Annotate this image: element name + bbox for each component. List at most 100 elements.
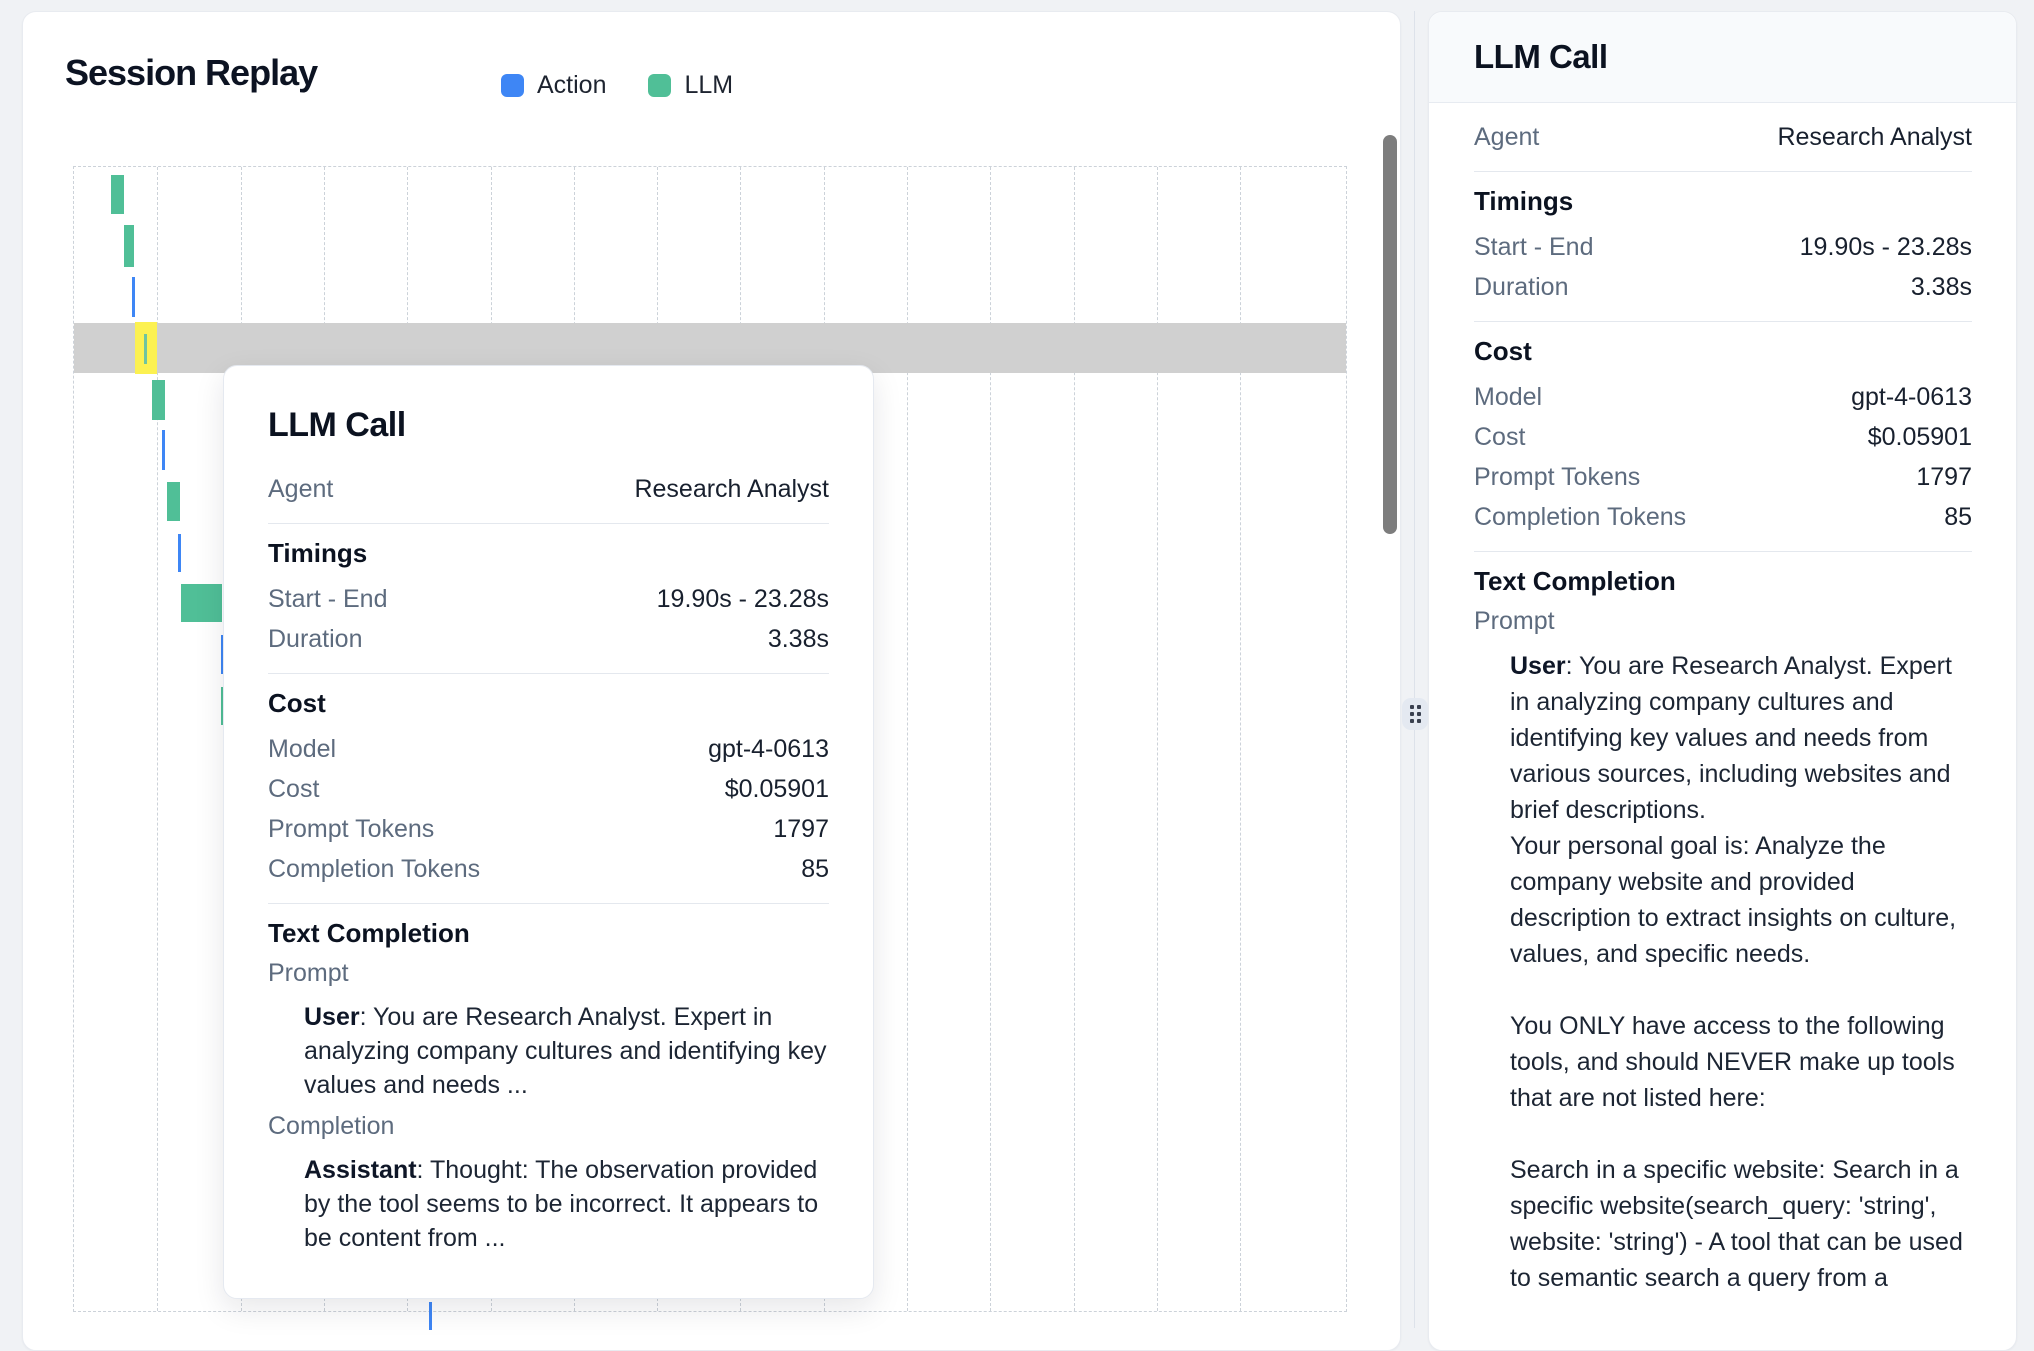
cost-row: Cost $0.05901	[1474, 417, 1972, 457]
detail-panel-header: LLM Call	[1429, 12, 2016, 103]
llm-call-tooltip: LLM Call Agent Research Analyst Timings …	[223, 365, 874, 1299]
divider	[268, 903, 829, 904]
panel-resize-handle[interactable]	[1402, 698, 1428, 730]
prompt-tokens-row: Prompt Tokens 1797	[1474, 457, 1972, 497]
agent-label: Agent	[268, 475, 334, 503]
drag-dot	[1416, 719, 1421, 723]
duration-label: Duration	[268, 625, 363, 653]
text-completion-heading: Text Completion	[1474, 566, 1676, 596]
drag-dot	[1416, 705, 1421, 709]
prompt-role: User	[304, 1003, 360, 1031]
session-timeline-chart[interactable]	[73, 166, 1347, 1330]
cost-value: $0.05901	[1867, 423, 1972, 451]
agent-value: Research Analyst	[634, 475, 829, 503]
completion-preview-text: Assistant: Thought: The observation prov…	[304, 1153, 829, 1255]
completion-tokens-value: 85	[1944, 503, 1972, 531]
event-bar-llm[interactable]	[152, 380, 165, 420]
timeline-vertical-scrollbar-thumb[interactable]	[1383, 135, 1397, 534]
session-replay-card: Session Replay Action LLM LLM Call Agent…	[22, 11, 1401, 1351]
cost-row: Cost $0.05901	[268, 769, 829, 809]
cost-label: Cost	[1474, 423, 1526, 451]
agent-value: Research Analyst	[1777, 123, 1972, 151]
event-bar-llm[interactable]	[124, 225, 134, 267]
detail-panel-body[interactable]: Agent Research Analyst Timings Start - E…	[1429, 103, 2016, 1303]
model-label: Model	[268, 735, 337, 763]
cost-label: Cost	[268, 775, 320, 803]
agent-label: Agent	[1474, 123, 1540, 151]
panel-title: LLM Call	[1474, 38, 1608, 75]
selected-row-highlight	[74, 323, 1346, 373]
divider	[268, 523, 829, 524]
drag-dots-icon	[1409, 705, 1421, 723]
completion-role: Assistant	[304, 1156, 417, 1184]
completion-text: : Thought: The observation provided by t…	[304, 1156, 819, 1252]
start-end-row: Start - End 19.90s - 23.28s	[1474, 227, 1972, 267]
divider	[268, 673, 829, 674]
completion-tokens-row: Completion Tokens 85	[268, 849, 829, 889]
text-completion-heading: Text Completion	[268, 918, 470, 948]
prompt-tokens-value: 1797	[1916, 463, 1972, 491]
prompt-label: Prompt	[1474, 607, 1555, 635]
divider	[1474, 171, 1972, 172]
legend-label-llm: LLM	[684, 71, 734, 99]
legend-item-llm[interactable]: LLM	[648, 71, 733, 100]
timeline-gridline	[1156, 167, 1158, 1311]
panel-divider-line	[1414, 11, 1415, 1328]
event-bar-action[interactable]	[178, 534, 181, 572]
cost-value: $0.05901	[724, 775, 829, 803]
start-end-label: Start - End	[268, 585, 388, 613]
model-row: Model gpt-4-0613	[268, 729, 829, 769]
tooltip-title: LLM Call	[268, 406, 406, 444]
completion-label: Completion	[268, 1112, 395, 1140]
drag-dot	[1416, 712, 1421, 716]
prompt-label: Prompt	[268, 959, 349, 987]
completion-tokens-label: Completion Tokens	[1474, 503, 1687, 531]
chart-legend: Action LLM	[501, 71, 733, 100]
duration-label: Duration	[1474, 273, 1569, 301]
timings-heading: Timings	[1474, 186, 1574, 216]
model-value: gpt-4-0613	[1851, 383, 1972, 411]
duration-row: Duration 3.38s	[1474, 267, 1972, 307]
page-title: Session Replay	[65, 52, 318, 93]
model-row: Model gpt-4-0613	[1474, 377, 1972, 417]
event-bar-llm[interactable]	[181, 584, 222, 622]
drag-dot	[1409, 705, 1414, 709]
start-end-row: Start - End 19.90s - 23.28s	[268, 579, 829, 619]
legend-item-action[interactable]: Action	[501, 71, 606, 100]
event-bar-llm[interactable]	[111, 175, 124, 214]
start-end-value: 19.90s - 23.28s	[1799, 233, 1972, 261]
completion-tokens-value: 85	[801, 855, 829, 883]
completion-tokens-label: Completion Tokens	[268, 855, 481, 883]
llm-call-detail-panel: LLM Call Agent Research Analyst Timings …	[1428, 11, 2017, 1351]
prompt-tokens-label: Prompt Tokens	[1474, 463, 1641, 491]
action-color-swatch	[501, 74, 524, 97]
timeline-gridline	[1073, 167, 1075, 1311]
agent-row: Agent Research Analyst	[1474, 117, 1972, 157]
timeline-gridline	[907, 167, 908, 1311]
prompt-text: : You are Research Analyst. Expert in an…	[304, 1003, 827, 1099]
agent-row: Agent Research Analyst	[268, 469, 829, 509]
event-bar-action[interactable]	[221, 635, 224, 674]
event-bar-action[interactable]	[162, 430, 165, 470]
event-bar-llm_inner	[144, 334, 147, 364]
model-value: gpt-4-0613	[708, 735, 829, 763]
duration-row: Duration 3.38s	[268, 619, 829, 659]
drag-dot	[1409, 712, 1414, 716]
cost-heading: Cost	[268, 688, 326, 718]
duration-value: 3.38s	[767, 625, 829, 653]
timeline-gridline	[990, 167, 992, 1311]
timeline-gridline	[1240, 167, 1242, 1311]
event-bar-action[interactable]	[429, 1302, 432, 1330]
event-bar-llm[interactable]	[167, 482, 180, 521]
prompt-preview-text: User: You are Research Analyst. Expert i…	[304, 1000, 829, 1102]
timeline-gridline	[157, 167, 159, 1311]
event-bar-action[interactable]	[132, 277, 135, 317]
llm-color-swatch	[648, 74, 672, 97]
prompt-text: : You are Research Analyst. Expert in an…	[1510, 652, 1963, 1303]
divider	[1474, 321, 1972, 322]
start-end-value: 19.90s - 23.28s	[656, 585, 829, 613]
prompt-role: User	[1510, 652, 1566, 680]
start-end-label: Start - End	[1474, 233, 1594, 261]
prompt-tokens-row: Prompt Tokens 1797	[268, 809, 829, 849]
prompt-full-text: User: You are Research Analyst. Expert i…	[1510, 648, 1972, 1303]
